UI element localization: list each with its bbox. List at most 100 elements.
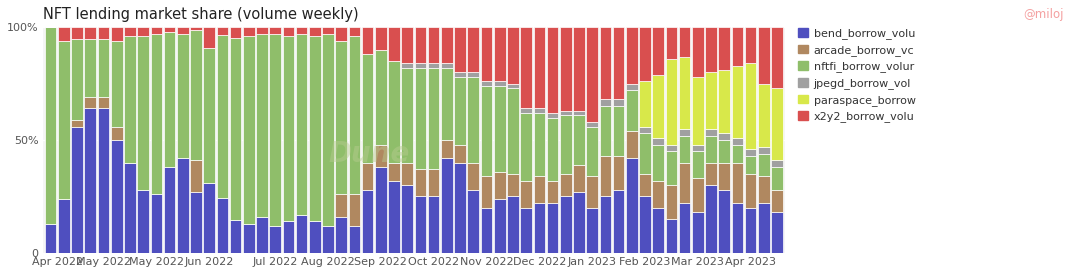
Bar xyxy=(256,34,268,217)
Bar xyxy=(428,169,440,196)
Bar xyxy=(428,63,440,68)
Bar xyxy=(705,129,717,136)
Bar xyxy=(402,68,413,163)
Bar xyxy=(150,34,162,194)
Bar xyxy=(534,27,545,109)
Bar xyxy=(652,138,664,145)
Bar xyxy=(494,27,505,81)
Bar xyxy=(652,208,664,253)
Bar xyxy=(71,39,83,120)
Bar xyxy=(586,176,598,208)
Bar xyxy=(718,27,730,70)
Bar xyxy=(468,72,480,77)
Bar xyxy=(164,167,175,253)
Bar xyxy=(481,27,492,81)
Bar xyxy=(586,127,598,176)
Bar xyxy=(626,158,637,253)
Bar xyxy=(705,185,717,253)
Bar xyxy=(217,27,228,35)
Bar xyxy=(455,145,465,163)
Bar xyxy=(336,217,347,253)
Bar xyxy=(758,176,770,203)
Bar xyxy=(771,160,783,167)
Bar xyxy=(494,86,505,172)
Bar xyxy=(731,138,743,145)
Bar xyxy=(97,97,109,109)
Bar xyxy=(679,57,690,129)
Bar xyxy=(639,133,651,174)
Bar xyxy=(111,27,122,41)
Bar xyxy=(349,36,361,194)
Bar xyxy=(481,81,492,86)
Bar xyxy=(349,226,361,253)
Bar xyxy=(190,192,202,253)
Bar xyxy=(177,158,189,253)
Bar xyxy=(402,27,413,63)
Bar xyxy=(481,208,492,253)
Bar xyxy=(243,27,255,36)
Bar xyxy=(612,190,624,253)
Bar xyxy=(309,221,321,253)
Bar xyxy=(679,27,690,57)
Bar xyxy=(137,36,149,190)
Bar xyxy=(441,158,453,253)
Bar xyxy=(84,27,96,39)
Bar xyxy=(84,97,96,109)
Bar xyxy=(177,27,189,34)
Bar xyxy=(124,163,136,253)
Bar xyxy=(375,27,387,50)
Bar xyxy=(402,63,413,68)
Bar xyxy=(573,27,584,111)
Bar xyxy=(771,27,783,88)
Bar xyxy=(534,109,545,113)
Bar xyxy=(652,75,664,138)
Bar xyxy=(626,131,637,158)
Bar xyxy=(745,156,756,174)
Bar xyxy=(45,27,56,224)
Bar xyxy=(586,27,598,122)
Bar xyxy=(665,219,677,253)
Bar xyxy=(586,122,598,127)
Bar xyxy=(586,208,598,253)
Bar xyxy=(190,160,202,192)
Bar xyxy=(269,226,281,253)
Bar xyxy=(150,194,162,253)
Bar xyxy=(230,38,241,220)
Bar xyxy=(573,111,584,115)
Bar xyxy=(428,27,440,63)
Legend: bend_borrow_volu, arcade_borrow_vc, nftfi_borrow_volur, jpegd_borrow_vol, parasp: bend_borrow_volu, arcade_borrow_vc, nftf… xyxy=(798,28,916,122)
Bar xyxy=(705,72,717,129)
Bar xyxy=(758,84,770,147)
Bar xyxy=(612,27,624,99)
Bar xyxy=(415,27,427,63)
Bar xyxy=(243,36,255,224)
Bar xyxy=(599,27,611,99)
Bar xyxy=(692,145,703,151)
Bar xyxy=(481,176,492,208)
Bar xyxy=(559,27,571,111)
Bar xyxy=(639,127,651,133)
Bar xyxy=(58,199,70,253)
Bar xyxy=(256,27,268,34)
Bar xyxy=(415,196,427,253)
Bar xyxy=(612,106,624,156)
Bar xyxy=(283,36,294,221)
Bar xyxy=(388,163,400,181)
Bar xyxy=(375,167,387,253)
Bar xyxy=(731,66,743,138)
Bar xyxy=(441,68,453,140)
Bar xyxy=(388,27,400,61)
Bar xyxy=(388,61,400,163)
Bar xyxy=(626,27,637,84)
Bar xyxy=(362,163,374,190)
Bar xyxy=(322,27,334,34)
Bar xyxy=(111,140,122,253)
Bar xyxy=(362,190,374,253)
Bar xyxy=(441,140,453,158)
Bar xyxy=(679,129,690,136)
Bar xyxy=(718,70,730,133)
Bar xyxy=(256,217,268,253)
Bar xyxy=(494,172,505,199)
Bar xyxy=(705,27,717,72)
Bar xyxy=(652,181,664,208)
